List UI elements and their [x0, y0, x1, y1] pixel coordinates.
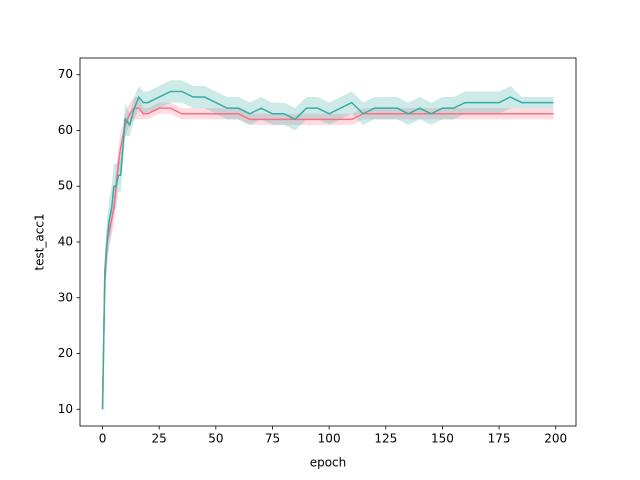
y-tick-label: 70 — [58, 67, 73, 81]
x-tick-label: 200 — [544, 432, 567, 446]
y-tick-label: 40 — [58, 235, 73, 249]
y-tick-label: 50 — [58, 179, 73, 193]
x-tick-label: 175 — [488, 432, 511, 446]
y-tick-label: 30 — [58, 290, 73, 304]
x-tick-label: 0 — [99, 432, 107, 446]
y-tick-label: 10 — [58, 402, 73, 416]
x-tick-label: 100 — [318, 432, 341, 446]
y-axis-label: test_acc1 — [33, 213, 47, 270]
confidence-band — [102, 97, 554, 410]
confidence-band — [102, 80, 554, 410]
x-axis-label: epoch — [310, 456, 347, 470]
x-tick-label: 125 — [374, 432, 397, 446]
x-tick-label: 50 — [208, 432, 223, 446]
x-tick-label: 25 — [152, 432, 167, 446]
line — [101, 90, 554, 410]
y-tick-label: 20 — [58, 346, 73, 360]
x-tick-label: 150 — [431, 432, 454, 446]
x-tick-label: 75 — [265, 432, 280, 446]
line — [101, 107, 554, 410]
y-tick-label: 60 — [58, 123, 73, 137]
